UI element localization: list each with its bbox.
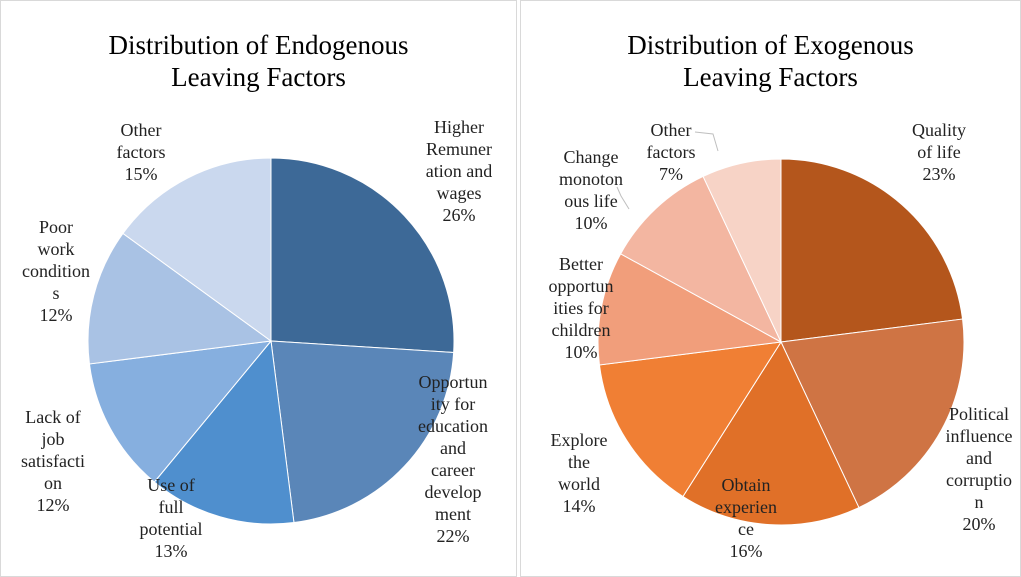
data-label: Opportun ity for education and career de… xyxy=(398,371,508,547)
percent-label: 22% xyxy=(436,526,470,546)
data-label: Other factors 15% xyxy=(86,119,196,185)
percent-label: 23% xyxy=(922,164,956,184)
category-label: Change monoton ous life xyxy=(558,147,623,211)
pie-slice xyxy=(87,232,273,365)
data-label: Other factors 7% xyxy=(616,119,726,185)
pie-slice xyxy=(88,340,273,483)
pie-slice xyxy=(598,341,782,498)
percent-label: 12% xyxy=(39,305,73,325)
percent-label: 10% xyxy=(574,213,608,233)
pie-slice xyxy=(619,175,783,344)
data-label: Obtain experien ce 16% xyxy=(691,474,801,562)
data-label: Lack of job satisfacti on 12% xyxy=(1,406,108,516)
category-label: Other factors xyxy=(646,120,696,162)
pie-slice xyxy=(153,339,295,525)
category-label: Other factors xyxy=(116,120,166,162)
percent-label: 10% xyxy=(564,342,598,362)
data-label: Explore the world 14% xyxy=(524,429,634,517)
category-label: Explore the world xyxy=(550,430,608,494)
category-label: Use of full potential xyxy=(139,475,203,539)
percent-label: 12% xyxy=(36,495,70,515)
percent-label: 13% xyxy=(154,541,188,561)
pie-slice xyxy=(270,340,455,524)
chart-panel: Distribution of Endogenous Leaving Facto… xyxy=(0,0,517,577)
chart-panel: Distribution of Exogenous Leaving Factor… xyxy=(520,0,1021,577)
data-label: Change monoton ous life 10% xyxy=(536,146,646,234)
chart-title: Distribution of Endogenous Leaving Facto… xyxy=(108,30,409,92)
leader-line xyxy=(616,186,630,210)
pie-slice xyxy=(780,318,965,509)
percent-label: 16% xyxy=(729,541,763,561)
leader-line xyxy=(694,131,719,152)
category-label: Better opportun ities for children xyxy=(548,254,614,340)
category-label: Higher Remuner ation and wages xyxy=(425,117,493,203)
category-label: Opportun ity for education and career de… xyxy=(418,372,488,524)
category-label: Lack of job satisfacti on xyxy=(21,407,85,493)
data-label: Quality of life 23% xyxy=(884,119,994,185)
pie-slice xyxy=(270,157,455,354)
data-label: Poor work condition s 12% xyxy=(1,216,111,326)
data-label: Better opportun ities for children 10% xyxy=(526,253,636,363)
pie-slice xyxy=(702,158,782,343)
percent-label: 7% xyxy=(659,164,683,184)
category-label: Poor work condition s xyxy=(22,217,90,303)
chart xyxy=(597,131,965,526)
percent-label: 14% xyxy=(562,496,596,516)
percent-label: 20% xyxy=(962,514,996,534)
pie-slice xyxy=(597,253,783,366)
pie-slice xyxy=(780,158,964,343)
category-label: Political influence and corruptio n xyxy=(945,404,1013,512)
data-label: Use of full potential 13% xyxy=(116,474,226,562)
data-label: Higher Remuner ation and wages 26% xyxy=(404,116,514,226)
chart-title: Distribution of Exogenous Leaving Factor… xyxy=(627,30,914,92)
percent-label: 26% xyxy=(442,205,476,225)
pie-slice xyxy=(122,157,272,342)
category-label: Obtain experien ce xyxy=(715,475,777,539)
category-label: Quality of life xyxy=(912,120,966,162)
chart xyxy=(87,157,455,525)
pie-slice xyxy=(682,340,860,526)
percent-label: 15% xyxy=(124,164,158,184)
data-label: Political influence and corruptio n 20% xyxy=(924,403,1020,535)
